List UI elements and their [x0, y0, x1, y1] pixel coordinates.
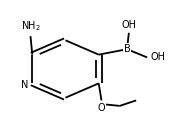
Text: B: B [124, 44, 130, 54]
Text: O: O [98, 103, 105, 113]
Text: OH: OH [121, 20, 136, 30]
Text: NH$_2$: NH$_2$ [21, 19, 40, 33]
Text: OH: OH [151, 52, 166, 62]
Text: N: N [21, 80, 28, 90]
